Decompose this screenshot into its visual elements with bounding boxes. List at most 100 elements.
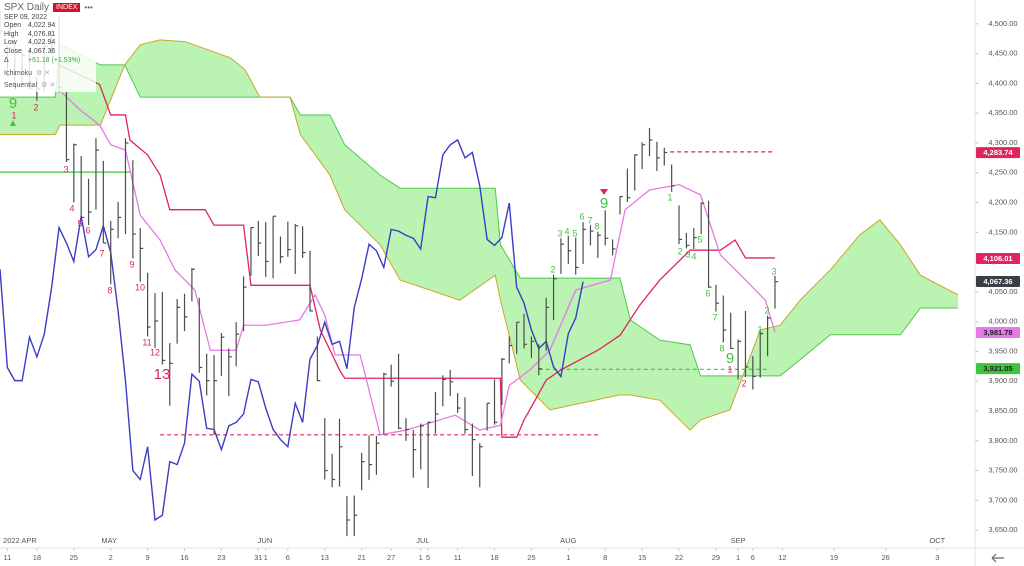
month-label: OCT xyxy=(929,536,945,545)
x-tick-label: 26 xyxy=(882,553,890,562)
sequential-label: 3 xyxy=(771,266,776,276)
sequential-label: 6 xyxy=(85,225,90,235)
y-tick-label: 4,500.00 xyxy=(988,19,1017,28)
x-tick-label: 22 xyxy=(675,553,683,562)
label: High xyxy=(4,30,19,38)
sequential-label: 3 xyxy=(63,164,68,174)
ohlc-row: Close 4,067.36 xyxy=(4,48,96,57)
indicator-icons[interactable]: ⚙ ✕ xyxy=(36,70,51,78)
x-tick-label: 1 xyxy=(566,553,570,562)
cloud-span-a xyxy=(0,43,959,377)
sequential-label: 8 xyxy=(594,221,599,231)
buy-arrow xyxy=(10,120,16,126)
y-tick-label: 3,700.00 xyxy=(988,495,1017,504)
x-tick-label: 9 xyxy=(146,553,150,562)
sequential-label: 6 xyxy=(705,288,710,298)
month-label: AUG xyxy=(560,536,576,545)
legend-panel: SPX Daily INDEX ••• SEP 09, 2022 Open 4,022… xyxy=(0,0,96,93)
sequential-label: 2 xyxy=(677,246,682,256)
y-tick-label: 3,800.00 xyxy=(988,436,1017,445)
sell-triangle xyxy=(600,189,608,195)
sequential-label: 8 xyxy=(107,285,112,295)
y-tick-label: 3,750.00 xyxy=(988,466,1017,475)
x-tick-label: 21 xyxy=(357,553,365,562)
sequential-label: 1 xyxy=(727,364,732,374)
indicator-icons[interactable]: ⚙ ✕ xyxy=(41,82,56,90)
ohlc-row: Low 4,022.94 xyxy=(4,39,96,48)
date: SEP 09, 2022 xyxy=(4,13,48,21)
x-tick-label: 11 xyxy=(454,553,462,562)
cloud-fill xyxy=(0,39,959,431)
sequential-label: 5 xyxy=(77,218,82,228)
ohlc-row: High 4,076.81 xyxy=(4,31,96,40)
price-label-box xyxy=(976,327,1020,339)
more-button[interactable]: ••• xyxy=(84,3,93,12)
cloud-span-b xyxy=(0,39,959,431)
indicator-line xyxy=(58,89,776,436)
sequential-label: 1 xyxy=(757,324,762,334)
price-label-box xyxy=(976,276,1020,288)
sequential-label: 7 xyxy=(712,312,717,322)
sequential-label: 1 xyxy=(667,192,672,202)
sequential-label: 7 xyxy=(587,215,592,225)
sequential-label: 6 xyxy=(579,211,584,221)
x-tick-label: 31 xyxy=(254,553,262,562)
change-row: Δ +61.18 (+1.53%) xyxy=(4,57,96,66)
x-tick-label: 13 xyxy=(321,553,329,562)
label: Close xyxy=(4,47,22,55)
scroll-arrow[interactable] xyxy=(991,553,1004,563)
symbol: SPX Daily xyxy=(4,2,50,13)
value: 4,022.94 xyxy=(28,39,56,47)
x-tick-label: 11 xyxy=(3,553,11,562)
x-tick-label: 1 xyxy=(736,553,740,562)
axes: 3,650.00 3,700.00 3,750.00 3,800.00 3,850.00… xyxy=(3,19,1020,562)
sequential-label: 4 xyxy=(691,251,696,261)
x-tick-label: 16 xyxy=(180,553,188,562)
price-label-box xyxy=(976,363,1020,375)
sequential-label: 4 xyxy=(564,226,569,236)
price-label: 4,106.01 xyxy=(983,254,1012,263)
indicator-name: Ichimoku xyxy=(4,70,33,78)
x-tick-label: 18 xyxy=(490,553,498,562)
x-tick-label: 27 xyxy=(387,553,395,562)
x-tick-label: 8 xyxy=(603,553,607,562)
sequential-label: 2 xyxy=(764,305,769,315)
month-label: JUN xyxy=(258,536,273,545)
change: +61.18 (+1.53%) xyxy=(28,56,81,64)
sequential-label: 9 xyxy=(9,95,17,112)
indicator-name: Sequential xyxy=(4,82,38,90)
x-tick-label: 15 xyxy=(638,553,646,562)
sequential-label: 9 xyxy=(600,195,608,212)
month-label: MAY xyxy=(101,536,117,545)
sequential-label: 13 xyxy=(154,366,171,383)
lagging-line xyxy=(0,138,584,522)
sequential-label: 3 xyxy=(557,228,562,238)
indicator[interactable]: Ichimoku ⚙ ✕ xyxy=(4,68,96,80)
x-tick-label: 25 xyxy=(70,553,78,562)
value: 4,022.94 xyxy=(28,22,56,30)
y-tick-label: 4,200.00 xyxy=(988,198,1017,207)
y-tick-label: 4,450.00 xyxy=(988,49,1017,58)
sequential-label: 5 xyxy=(572,228,577,238)
x-tick-label: 3 xyxy=(935,553,939,562)
x-tick-label: 1 xyxy=(419,553,423,562)
ohlc-row: Open 4,022.94 xyxy=(4,22,96,31)
sequential-label: 8 xyxy=(719,343,724,353)
value: 4,067.36 xyxy=(28,47,56,55)
sequential-label: 4 xyxy=(69,203,74,213)
y-tick-label: 3,900.00 xyxy=(988,376,1017,385)
x-tick-label: 25 xyxy=(527,553,535,562)
y-tick-label: 4,000.00 xyxy=(988,317,1017,326)
indicator[interactable]: Sequential ⚙ ✕ xyxy=(4,80,96,92)
symbol-row: SPX Daily INDEX ••• xyxy=(4,3,96,14)
indicator-line xyxy=(58,64,775,438)
sequential-label: 2 xyxy=(550,264,555,274)
sequential-label: 2 xyxy=(33,102,38,112)
price-label: 3,921.05 xyxy=(983,364,1012,373)
price-label: 4,067.36 xyxy=(983,277,1012,286)
sequential-label: 1 xyxy=(11,110,16,120)
month-label: JUL xyxy=(416,536,429,545)
sequential-label: 2 xyxy=(741,378,746,388)
